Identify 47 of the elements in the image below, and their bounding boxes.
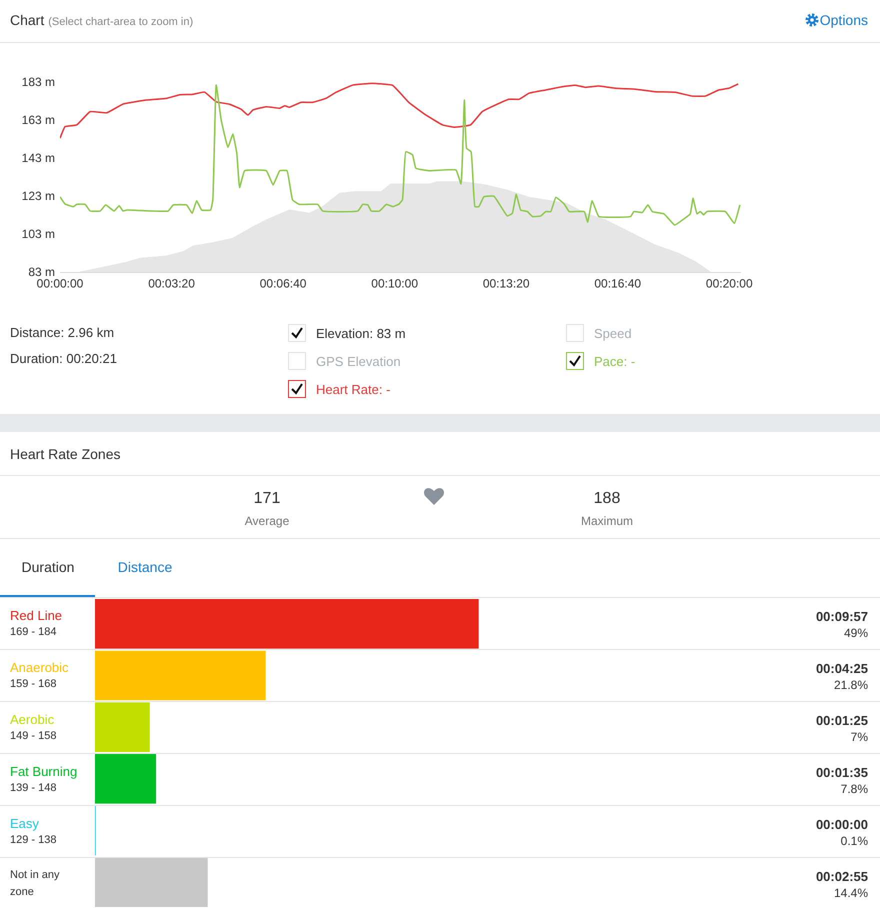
- x-tick-label: 00:10:00: [371, 276, 418, 290]
- chart-title: Chart: [10, 12, 44, 28]
- bar: [95, 702, 150, 752]
- line-series: [60, 84, 741, 226]
- y-tick-label: Red Line 169 - 184: [10, 607, 62, 640]
- text: 171: [254, 490, 280, 508]
- bar: [95, 599, 479, 649]
- data-label: 00:01:25 7%: [816, 713, 868, 745]
- text: Options: [820, 12, 868, 28]
- y-tick-label: Not in any zone: [10, 868, 60, 900]
- text: 188: [594, 490, 620, 508]
- y-tick-label: 143 m: [22, 151, 55, 166]
- y-tick-label: 123 m: [22, 189, 55, 204]
- bar: [95, 650, 266, 700]
- legend-label: Pace: -: [594, 354, 636, 369]
- data-label: 00:04:25 21.8%: [816, 661, 868, 693]
- y-tick-label: Anaerobic 159 - 168: [10, 659, 69, 692]
- y-tick-label: 183 m: [22, 75, 55, 90]
- bar: [95, 857, 208, 907]
- bar: [95, 754, 156, 804]
- y-tick-label: Easy 129 - 138: [10, 815, 56, 848]
- x-tick-label: 00:06:40: [260, 276, 307, 290]
- text: Speed: [594, 326, 632, 341]
- text: Duration: 00:20:21: [10, 351, 117, 366]
- text: Distance: [118, 559, 172, 575]
- data-label: 00:02:55 14.4%: [816, 869, 868, 901]
- text: Average: [244, 514, 290, 528]
- line-series: [60, 82, 739, 139]
- legend-label: Elevation: 83 m: [316, 326, 406, 341]
- x-tick-label: 00:03:20: [148, 276, 196, 290]
- data-label: 00:09:57 49%: [816, 609, 868, 641]
- text: Maximum: [580, 514, 634, 528]
- data-label: 00:00:00 0.1%: [816, 817, 868, 849]
- y-tick-label: Aerobic 149 - 158: [10, 711, 56, 744]
- y-tick-label: 163 m: [22, 113, 55, 128]
- text: Duration: [22, 559, 74, 575]
- x-tick-label: 00:13:20: [482, 276, 530, 290]
- text: GPS Elevation: [316, 354, 401, 369]
- chart-subtitle: (Select chart-area to zoom in): [48, 16, 194, 28]
- text: Distance: 2.96 km: [10, 325, 114, 340]
- chart-title: Heart Rate Zones: [10, 446, 120, 462]
- x-tick-label: 00:16:40: [594, 276, 642, 290]
- y-tick-label: Fat Burning 139 - 148: [10, 763, 78, 796]
- legend-label: Heart Rate: -: [316, 382, 390, 397]
- x-tick-label: 00:20:00: [706, 276, 753, 290]
- y-tick-label: 103 m: [22, 227, 55, 242]
- data-label: 00:01:35 7.8%: [816, 765, 868, 797]
